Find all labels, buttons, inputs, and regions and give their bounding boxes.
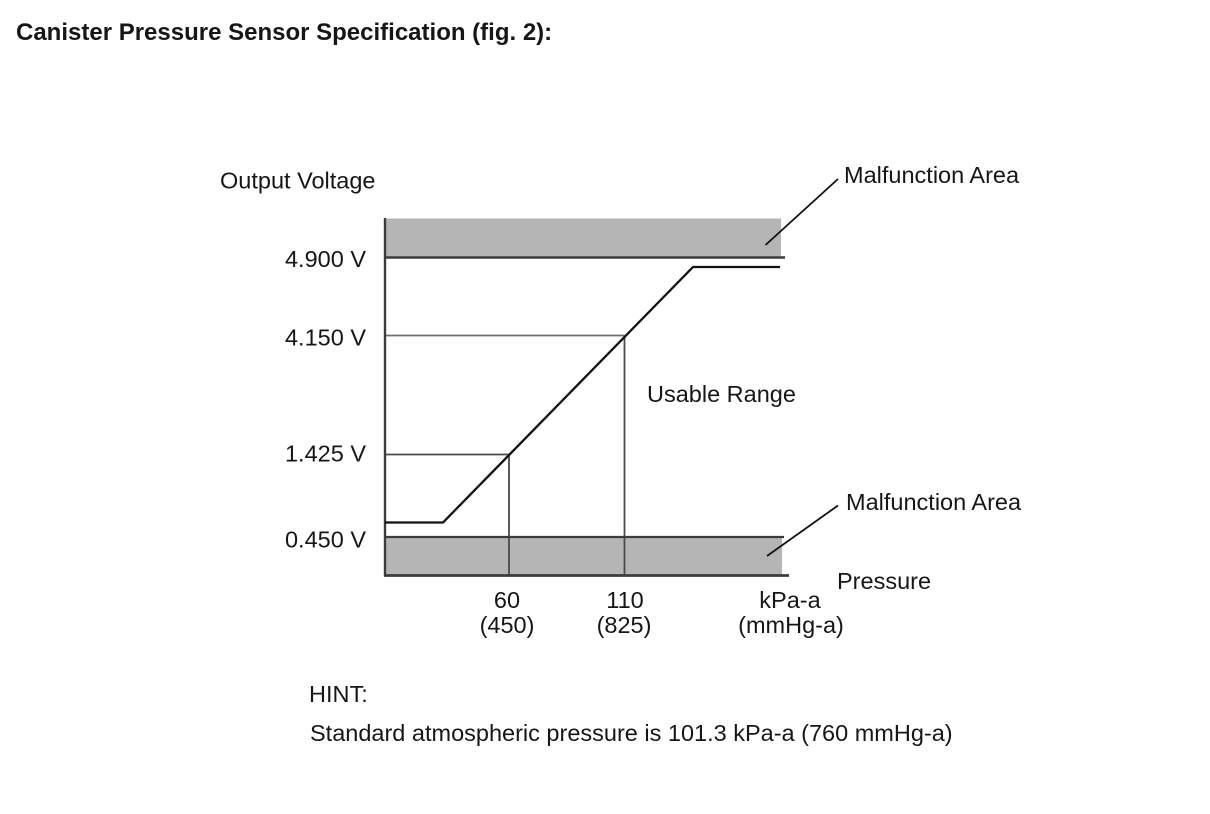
svg-text:4.900 V: 4.900 V xyxy=(285,246,366,272)
svg-text:(825): (825) xyxy=(597,612,652,638)
svg-text:kPa-a: kPa-a xyxy=(759,587,821,613)
svg-text:Usable Range: Usable Range xyxy=(647,381,796,407)
svg-text:Malfunction Area: Malfunction Area xyxy=(844,162,1020,188)
svg-text:Canister Pressure Sensor Speci: Canister Pressure Sensor Specification (… xyxy=(16,19,552,46)
svg-text:4.150 V: 4.150 V xyxy=(285,325,366,351)
svg-text:Output Voltage: Output Voltage xyxy=(220,168,375,194)
svg-text:60: 60 xyxy=(494,587,520,613)
svg-text:0.450 V: 0.450 V xyxy=(285,527,366,553)
svg-text:Malfunction Area: Malfunction Area xyxy=(846,489,1022,515)
svg-text:(mmHg-a): (mmHg-a) xyxy=(738,612,844,638)
svg-text:Standard atmospheric pressure: Standard atmospheric pressure is 101.3 k… xyxy=(310,720,953,746)
svg-text:110: 110 xyxy=(606,587,643,613)
svg-text:1.425 V: 1.425 V xyxy=(285,441,366,467)
svg-text:Pressure: Pressure xyxy=(837,568,931,594)
svg-text:(450): (450) xyxy=(480,612,535,638)
svg-text:HINT:: HINT: xyxy=(309,681,368,707)
